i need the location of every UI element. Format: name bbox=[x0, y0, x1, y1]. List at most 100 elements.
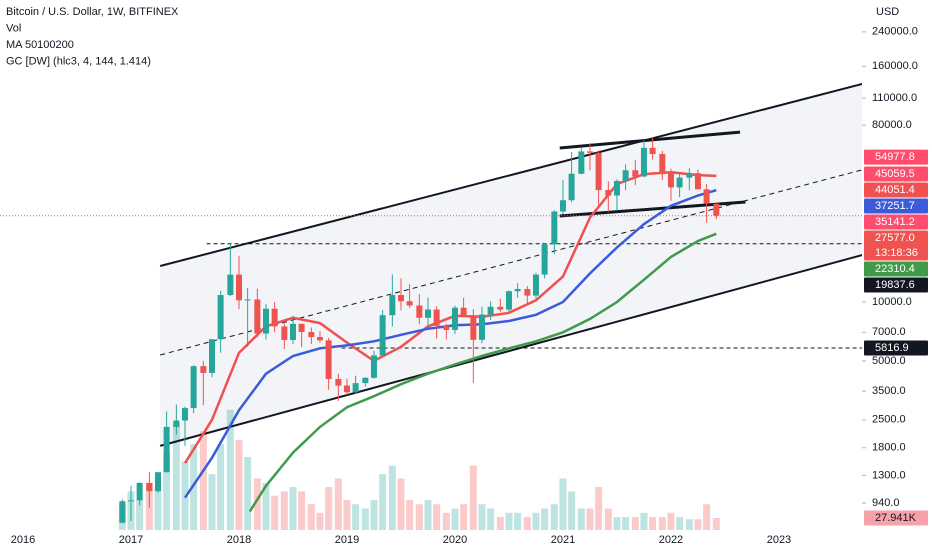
candle-body bbox=[551, 211, 558, 245]
candle-body bbox=[667, 171, 674, 188]
candle-body bbox=[470, 315, 477, 340]
candle-body bbox=[578, 151, 585, 174]
volume-bar bbox=[631, 517, 639, 530]
price-label-box bbox=[864, 261, 928, 277]
volume-bar bbox=[415, 504, 423, 530]
price-axis: 240000.0 160000.0 110000.0 80000.0 10000.0 70… bbox=[862, 26, 928, 526]
candle-body bbox=[244, 299, 251, 301]
volume-bar bbox=[460, 504, 468, 530]
candle-body bbox=[703, 189, 710, 204]
volume-bar bbox=[217, 444, 225, 530]
candle-body bbox=[460, 307, 467, 316]
price-label-text: 35141.2 bbox=[875, 216, 915, 228]
volume-bar bbox=[559, 478, 567, 530]
candle-body bbox=[262, 308, 269, 334]
candle-body bbox=[622, 170, 629, 182]
volume-bar bbox=[316, 512, 324, 530]
price-label-text: 45059.5 bbox=[875, 168, 915, 180]
candle-body bbox=[532, 274, 539, 296]
price-label-box bbox=[864, 230, 928, 261]
channel-fill bbox=[160, 83, 862, 446]
candle-body bbox=[208, 339, 215, 373]
y-tick-label: 240000.0 bbox=[872, 26, 918, 38]
volume-bar bbox=[586, 508, 594, 530]
candle-body bbox=[235, 274, 242, 301]
volume-bar bbox=[136, 499, 144, 530]
price-label-text: 44051.4 bbox=[875, 184, 915, 196]
candle-body bbox=[271, 308, 278, 327]
candle-body bbox=[694, 173, 701, 190]
candle-body bbox=[451, 307, 458, 330]
volume-bar bbox=[550, 504, 558, 530]
volume-bar bbox=[478, 504, 486, 530]
price-label: 54977.8 bbox=[864, 149, 928, 165]
price-label: 35141.2 bbox=[864, 214, 928, 230]
price-label: 44051.4 bbox=[864, 182, 928, 198]
volume-bar bbox=[379, 474, 387, 530]
price-label-text: 27577.0 bbox=[875, 232, 915, 244]
candle-body bbox=[632, 170, 639, 177]
y-tick-label: 7000.0 bbox=[872, 326, 906, 338]
y-tick-label: 940.0 bbox=[872, 497, 900, 509]
price-label-text: 37251.7 bbox=[875, 200, 915, 212]
price-label-text: 13:18:36 bbox=[875, 247, 918, 259]
candle-body bbox=[713, 203, 720, 216]
volume-bar bbox=[442, 512, 450, 530]
candle-body bbox=[605, 190, 612, 196]
price-label-box bbox=[864, 340, 928, 356]
volume-bar bbox=[604, 508, 612, 530]
volume-bar bbox=[532, 512, 540, 530]
price-label: 37251.7 bbox=[864, 198, 928, 214]
legend-line: Vol bbox=[6, 22, 21, 34]
volume-bar bbox=[523, 517, 531, 530]
volume-bar bbox=[235, 439, 243, 530]
candle-body bbox=[254, 299, 261, 334]
price-label: 22310.4 bbox=[864, 261, 928, 277]
candle-body bbox=[200, 366, 207, 373]
price-label: 27.941K bbox=[864, 510, 928, 526]
candle-body bbox=[686, 173, 693, 178]
candle-body bbox=[181, 408, 188, 421]
candle-body bbox=[308, 332, 315, 338]
y-tick-label: 80000.0 bbox=[872, 119, 912, 131]
candle-body bbox=[478, 314, 485, 340]
candle-body bbox=[173, 420, 180, 427]
volume-bar bbox=[226, 409, 234, 530]
x-tick-label: 2016 bbox=[11, 534, 35, 546]
candle-body bbox=[649, 147, 656, 155]
x-tick-label: 2021 bbox=[551, 534, 575, 546]
price-label-box bbox=[864, 198, 928, 214]
legend-line: Bitcoin / U.S. Dollar, 1W, BITFINEX bbox=[6, 6, 179, 18]
candle-body bbox=[676, 177, 683, 188]
price-label: 27577.0 13:18:36 bbox=[864, 230, 928, 261]
x-tick-label: 2020 bbox=[443, 534, 467, 546]
candle-body bbox=[433, 309, 440, 326]
volume-bar bbox=[271, 495, 279, 530]
candle-body bbox=[389, 295, 396, 316]
volume-bar bbox=[334, 478, 342, 530]
price-label-text: 27.941K bbox=[875, 512, 917, 524]
candle-body bbox=[613, 181, 620, 196]
volume-bar bbox=[622, 517, 630, 530]
volume-bar bbox=[649, 517, 657, 530]
candle-body bbox=[190, 366, 197, 409]
candle-body bbox=[568, 173, 575, 201]
price-label: 19837.6 bbox=[864, 277, 928, 293]
volume-bar bbox=[640, 512, 648, 530]
volume-bar bbox=[685, 519, 693, 530]
candle-body bbox=[595, 152, 602, 191]
candle-body bbox=[379, 315, 386, 356]
volume-bar bbox=[595, 487, 603, 530]
volume-bar bbox=[298, 491, 306, 530]
candle-body bbox=[325, 340, 332, 380]
volume-bar bbox=[487, 508, 495, 530]
volume-bar bbox=[154, 487, 162, 530]
candle-body bbox=[640, 147, 647, 177]
volume-bar bbox=[199, 431, 207, 530]
trendline bbox=[159, 254, 862, 447]
volume-bar bbox=[496, 517, 504, 530]
volume-bar bbox=[514, 512, 522, 530]
price-label-box bbox=[864, 277, 928, 293]
volume-bar bbox=[406, 499, 414, 530]
